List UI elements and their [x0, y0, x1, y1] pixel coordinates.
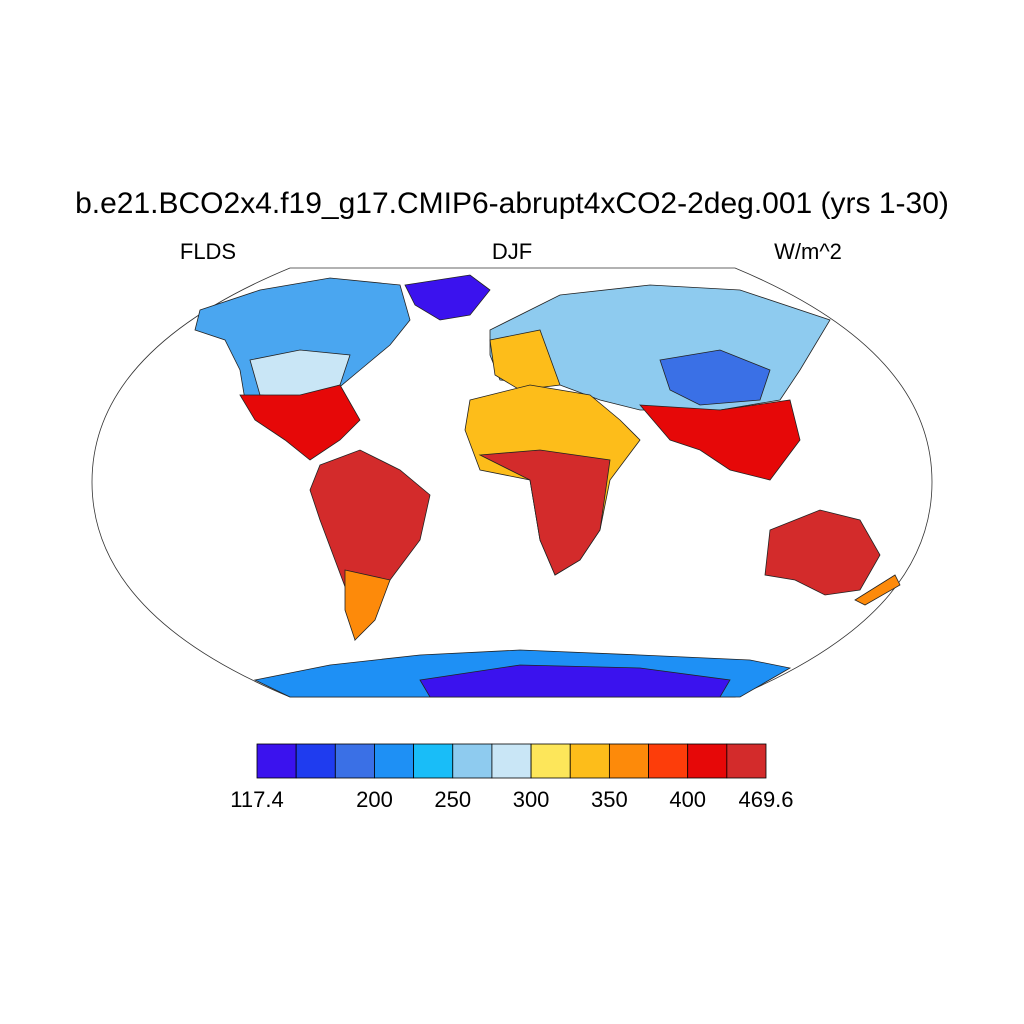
- colorbar-tick-label: 200: [356, 787, 393, 812]
- antarctica-interior: [419, 664, 731, 698]
- colorbar-tick-label: 250: [434, 787, 471, 812]
- colorbar-box: [648, 743, 689, 779]
- colorbar-tick-label: 350: [591, 787, 628, 812]
- asia-interior: [659, 349, 771, 406]
- units-label: W/m^2: [774, 239, 842, 264]
- colorbar-box: [256, 743, 297, 779]
- colorbar-tick-label: 400: [669, 787, 706, 812]
- title: b.e21.BCO2x4.f19_g17.CMIP6-abrupt4xCO2-2…: [75, 187, 949, 220]
- variable-label: FLDS: [180, 239, 236, 264]
- new-zealand: [854, 574, 901, 606]
- africa-south: [478, 449, 611, 576]
- colorbar-box: [334, 743, 375, 779]
- colorbar-tick-label: 117.4: [230, 787, 283, 812]
- central-america: [239, 384, 361, 461]
- australia: [764, 509, 881, 596]
- colorbar-box: [491, 743, 532, 779]
- greenland: [404, 274, 491, 321]
- colorbar: 117.4 200 250 300 350 400 469.6: [230, 743, 794, 812]
- south-america-south: [344, 569, 391, 641]
- season-label: DJF: [492, 239, 532, 264]
- colorbar-box: [295, 743, 336, 779]
- colorbar-box: [569, 743, 610, 779]
- colorbar-box: [530, 743, 571, 779]
- colorbar-box: [413, 743, 454, 779]
- colorbar-box: [374, 743, 415, 779]
- colorbar-box: [452, 743, 493, 779]
- colorbar-box: [608, 743, 649, 779]
- colorbar-tick-label: 300: [513, 787, 550, 812]
- map: [91, 267, 933, 698]
- colorbar-tick-label: 469.6: [738, 787, 793, 812]
- colorbar-box: [687, 743, 728, 779]
- colorbar-box: [726, 743, 767, 779]
- south-asia: [639, 399, 801, 481]
